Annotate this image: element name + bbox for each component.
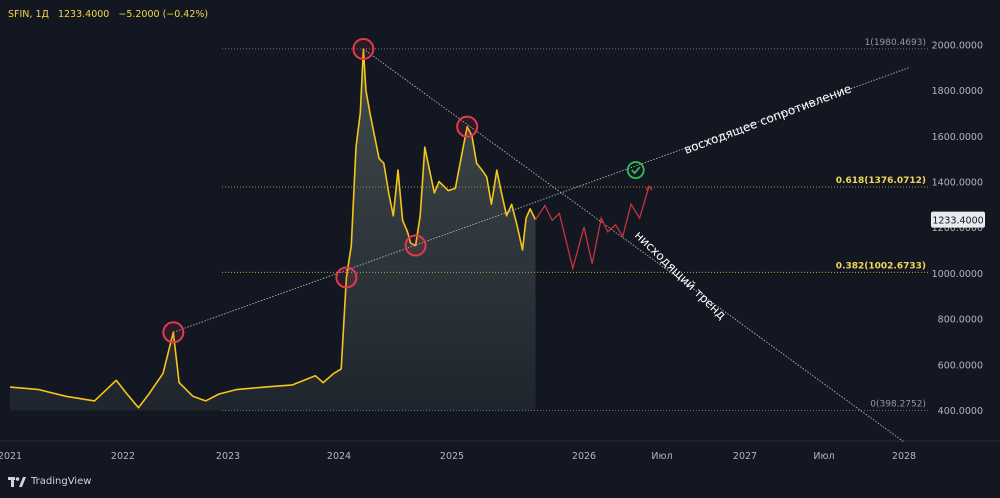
y-axis-tick-label: 1600.0000 (932, 132, 983, 143)
x-axis-tick-label: 2021 (0, 451, 22, 462)
x-axis-tick-label: Июл (813, 451, 834, 462)
check-icon-mark (631, 166, 641, 175)
forecast-arrowhead (645, 184, 653, 191)
x-axis-tick-label: 2026 (572, 451, 596, 462)
x-axis-tick-label: Июл (651, 451, 672, 462)
x-axis-tick-label: 2023 (216, 451, 240, 462)
x-axis-tick-label: 2028 (892, 451, 916, 462)
pivot-circle-marker (335, 266, 358, 289)
y-axis-tick-label: 400.0000 (938, 406, 983, 417)
price-series-line (9, 48, 537, 409)
x-axis-tick-label: 2022 (111, 451, 135, 462)
y-axis-tick-label: 1800.0000 (932, 86, 983, 97)
fib-level-label: 1(1980.4693) (865, 38, 926, 48)
check-icon (626, 161, 645, 179)
x-axis-tick-label: 2024 (327, 451, 351, 462)
current-price-tag (931, 211, 985, 228)
y-axis-tick-label: 1200.0000 (932, 223, 983, 234)
last-price-label: 1233.4000 (57, 9, 110, 20)
price-area-fill (10, 49, 536, 411)
pivot-circle-marker (456, 115, 479, 138)
trendline (173, 66, 911, 333)
current-price-label: 1233.4000 (932, 216, 983, 227)
pivot-circle-marker (162, 321, 185, 344)
trendline-label-resistance: восходящее сопротивление (682, 82, 853, 157)
pivot-circle-marker (352, 37, 375, 60)
price-change-label: −5.2000 (−0.42%) (118, 9, 209, 20)
y-axis-tick-label: 1400.0000 (932, 178, 983, 189)
x-axis-tick-label: 2027 (733, 451, 757, 462)
y-axis-tick-label: 600.0000 (938, 360, 983, 371)
y-axis-tick-label: 800.0000 (938, 315, 983, 326)
tradingview-name: TradingView (31, 476, 92, 487)
forecast-path (534, 185, 650, 271)
symbol-label[interactable]: SFIN, 1Д (8, 9, 49, 20)
trendline-label-downtrend: нисходящий тренд (632, 228, 729, 322)
trendline (363, 48, 905, 443)
fib-level-label: 0.382(1002.6733) (836, 261, 926, 271)
x-axis-tick-label: 2025 (440, 451, 464, 462)
fib-level-label: 0(398.2752) (870, 399, 926, 409)
chart-header: SFIN, 1Д 1233.4000 −5.2000 (−0.42%) (8, 9, 214, 20)
y-axis-tick-label: 1000.0000 (932, 269, 983, 280)
fib-level-label: 0.618(1376.0712) (836, 176, 926, 186)
tradingview-logo-icon (8, 476, 26, 487)
pivot-circle-marker (404, 234, 427, 257)
y-axis-tick-label: 2000.0000 (932, 40, 983, 51)
tradingview-branding[interactable]: TradingView (8, 476, 91, 487)
